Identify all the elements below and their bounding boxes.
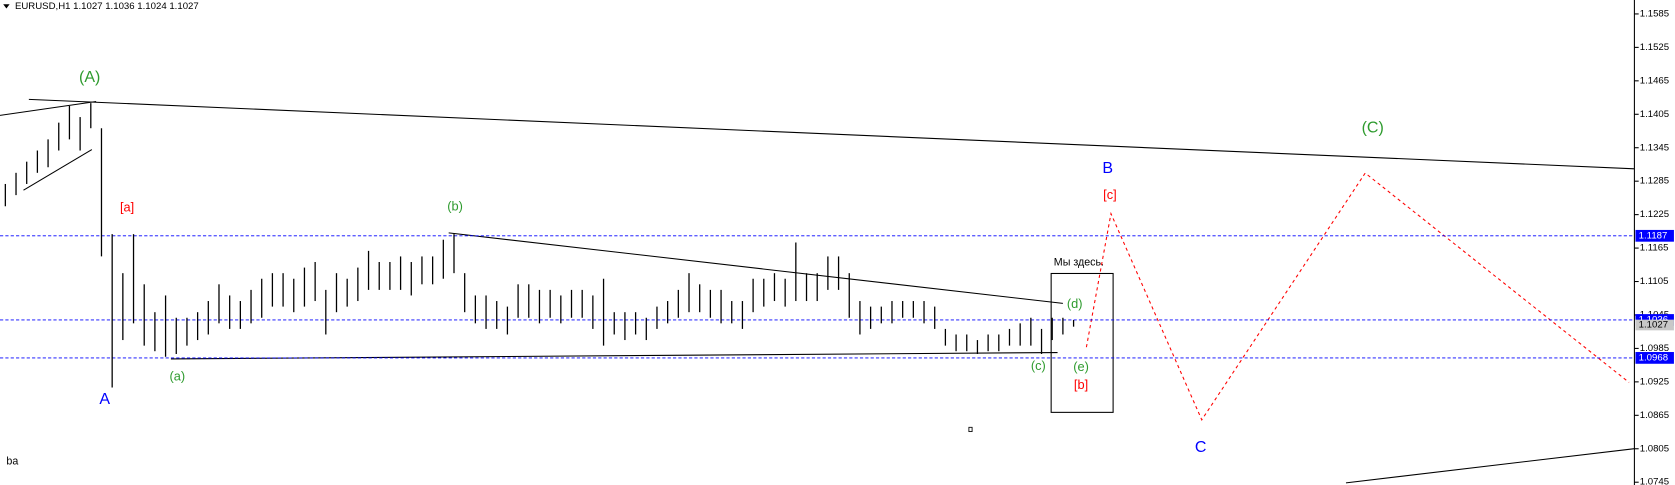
trend-line — [170, 351, 1058, 360]
level-label-box — [1635, 229, 1674, 242]
price-label: 1.1027 — [1639, 320, 1668, 331]
y-tick-label: 1.1345 — [1640, 142, 1669, 153]
wave-label: (b) — [447, 199, 463, 214]
y-tick-label: 1.1465 — [1640, 75, 1669, 86]
symbol-header: EURUSD,H1 1.1027 1.1036 1.1024 1.1027 — [15, 1, 199, 12]
wave-label: C — [1195, 438, 1207, 456]
y-tick-label: 1.1165 — [1640, 243, 1669, 254]
y-tick-label: 1.1585 — [1640, 8, 1669, 19]
wave-label: A — [99, 390, 110, 408]
highlight-box — [1050, 272, 1114, 413]
wave-label: (C) — [1362, 118, 1384, 136]
y-tick-label: 1.1225 — [1640, 209, 1669, 220]
level-label-box — [1635, 352, 1674, 364]
y-tick-label: 1.0985 — [1640, 343, 1669, 354]
trend-line — [23, 149, 93, 191]
wave-label: (c) — [1031, 358, 1046, 373]
trend-line — [448, 232, 1063, 304]
y-tick-label: 1.1105 — [1640, 276, 1669, 287]
trend-line — [0, 100, 97, 116]
y-tick-label: 1.0865 — [1640, 410, 1669, 421]
y-tick-label: 1.0805 — [1640, 443, 1669, 454]
marker — [968, 426, 973, 433]
y-tick-label: 1.0745 — [1640, 477, 1669, 485]
wave-label: B — [1102, 159, 1113, 177]
forecast-path — [1085, 172, 1630, 421]
price-label-box — [1635, 319, 1674, 331]
wave-label: (e) — [1073, 359, 1089, 374]
wave-label: (A) — [79, 68, 100, 86]
footer-text: ba — [6, 455, 18, 467]
wave-label: Мы здесь. — [1054, 257, 1104, 269]
wave-label: (d) — [1067, 296, 1083, 311]
y-tick-label: 1.1405 — [1640, 109, 1669, 120]
menu-arrow — [3, 4, 10, 9]
y-tick-label: 1.1285 — [1640, 176, 1669, 187]
y-tick-label: 1.1525 — [1640, 42, 1669, 53]
wave-label: [c] — [1103, 187, 1117, 202]
level-label: 1.1187 — [1639, 230, 1668, 241]
level-label: 1.0968 — [1639, 352, 1668, 363]
wave-label: [b] — [1074, 377, 1088, 392]
y-tick-label: 1.0925 — [1640, 376, 1669, 387]
wave-label: (a) — [170, 368, 186, 383]
trend-line — [28, 98, 1635, 170]
drawings — [0, 0, 1635, 485]
wave-label: [a] — [120, 200, 134, 215]
trend-line — [1345, 448, 1635, 484]
